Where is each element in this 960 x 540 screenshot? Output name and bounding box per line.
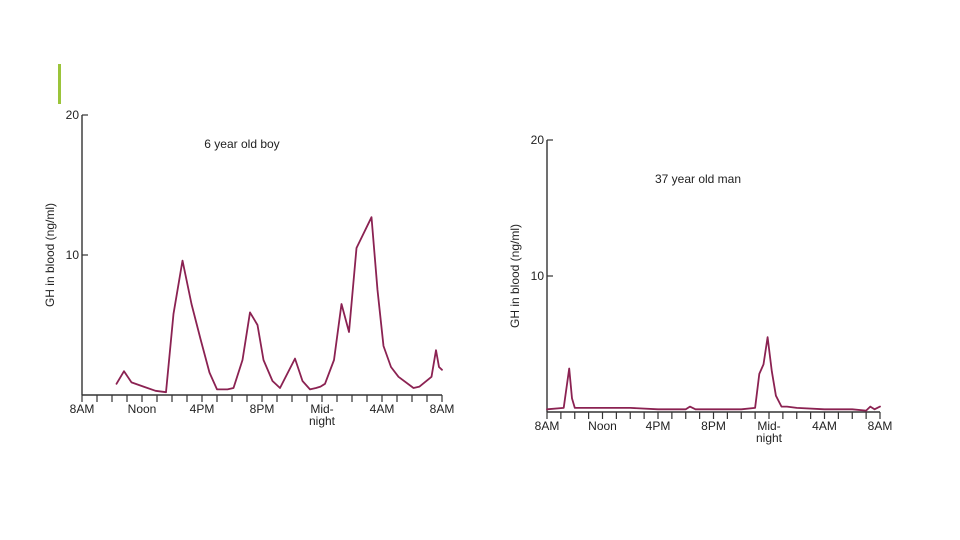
x-tick-label: 4AM [370, 402, 395, 416]
y-tick-label: 20 [531, 133, 545, 147]
x-tick-label: 4PM [190, 402, 215, 416]
x-tick-label: 4PM [646, 419, 671, 433]
x-tick-label: 8PM [250, 402, 275, 416]
x-tick-label: Mid- [757, 419, 780, 433]
chart-title: 37 year old man [655, 172, 741, 186]
y-axis-label: GH in blood (ng/ml) [508, 224, 522, 328]
y-tick-label: 10 [531, 269, 545, 283]
chart-6-year-old-boy: 20 10 8AM Noon 4PM 8PM Mid-night 4AM 8AM GH in bl… [43, 108, 455, 428]
x-tick-label: 8AM [430, 402, 455, 416]
y-tick-label: 20 [66, 108, 80, 122]
y-tick-label: 10 [66, 248, 80, 262]
x-tick-label: 4AM [812, 419, 837, 433]
slide-accent-bar [58, 64, 61, 104]
x-tick-label: 8PM [701, 419, 726, 433]
y-axis-label: GH in blood (ng/ml) [43, 203, 57, 307]
series-line [546, 336, 881, 412]
chart-37-year-old-man: 20 10 8AM Noon 4PM 8PM Mid-night 4AM 8AM GH in bl… [508, 133, 893, 445]
x-tick-label: 8AM [868, 419, 893, 433]
x-tick-label: night [309, 414, 336, 428]
x-tick-label: Mid- [310, 402, 333, 416]
x-tick-label: 8AM [535, 419, 560, 433]
series-line [115, 216, 443, 394]
chart-title: 6 year old boy [204, 137, 279, 151]
x-tick-label: 8AM [70, 402, 95, 416]
x-tick-label: Noon [128, 402, 157, 416]
x-tick-label: Noon [588, 419, 617, 433]
x-tick-label: night [756, 431, 783, 445]
